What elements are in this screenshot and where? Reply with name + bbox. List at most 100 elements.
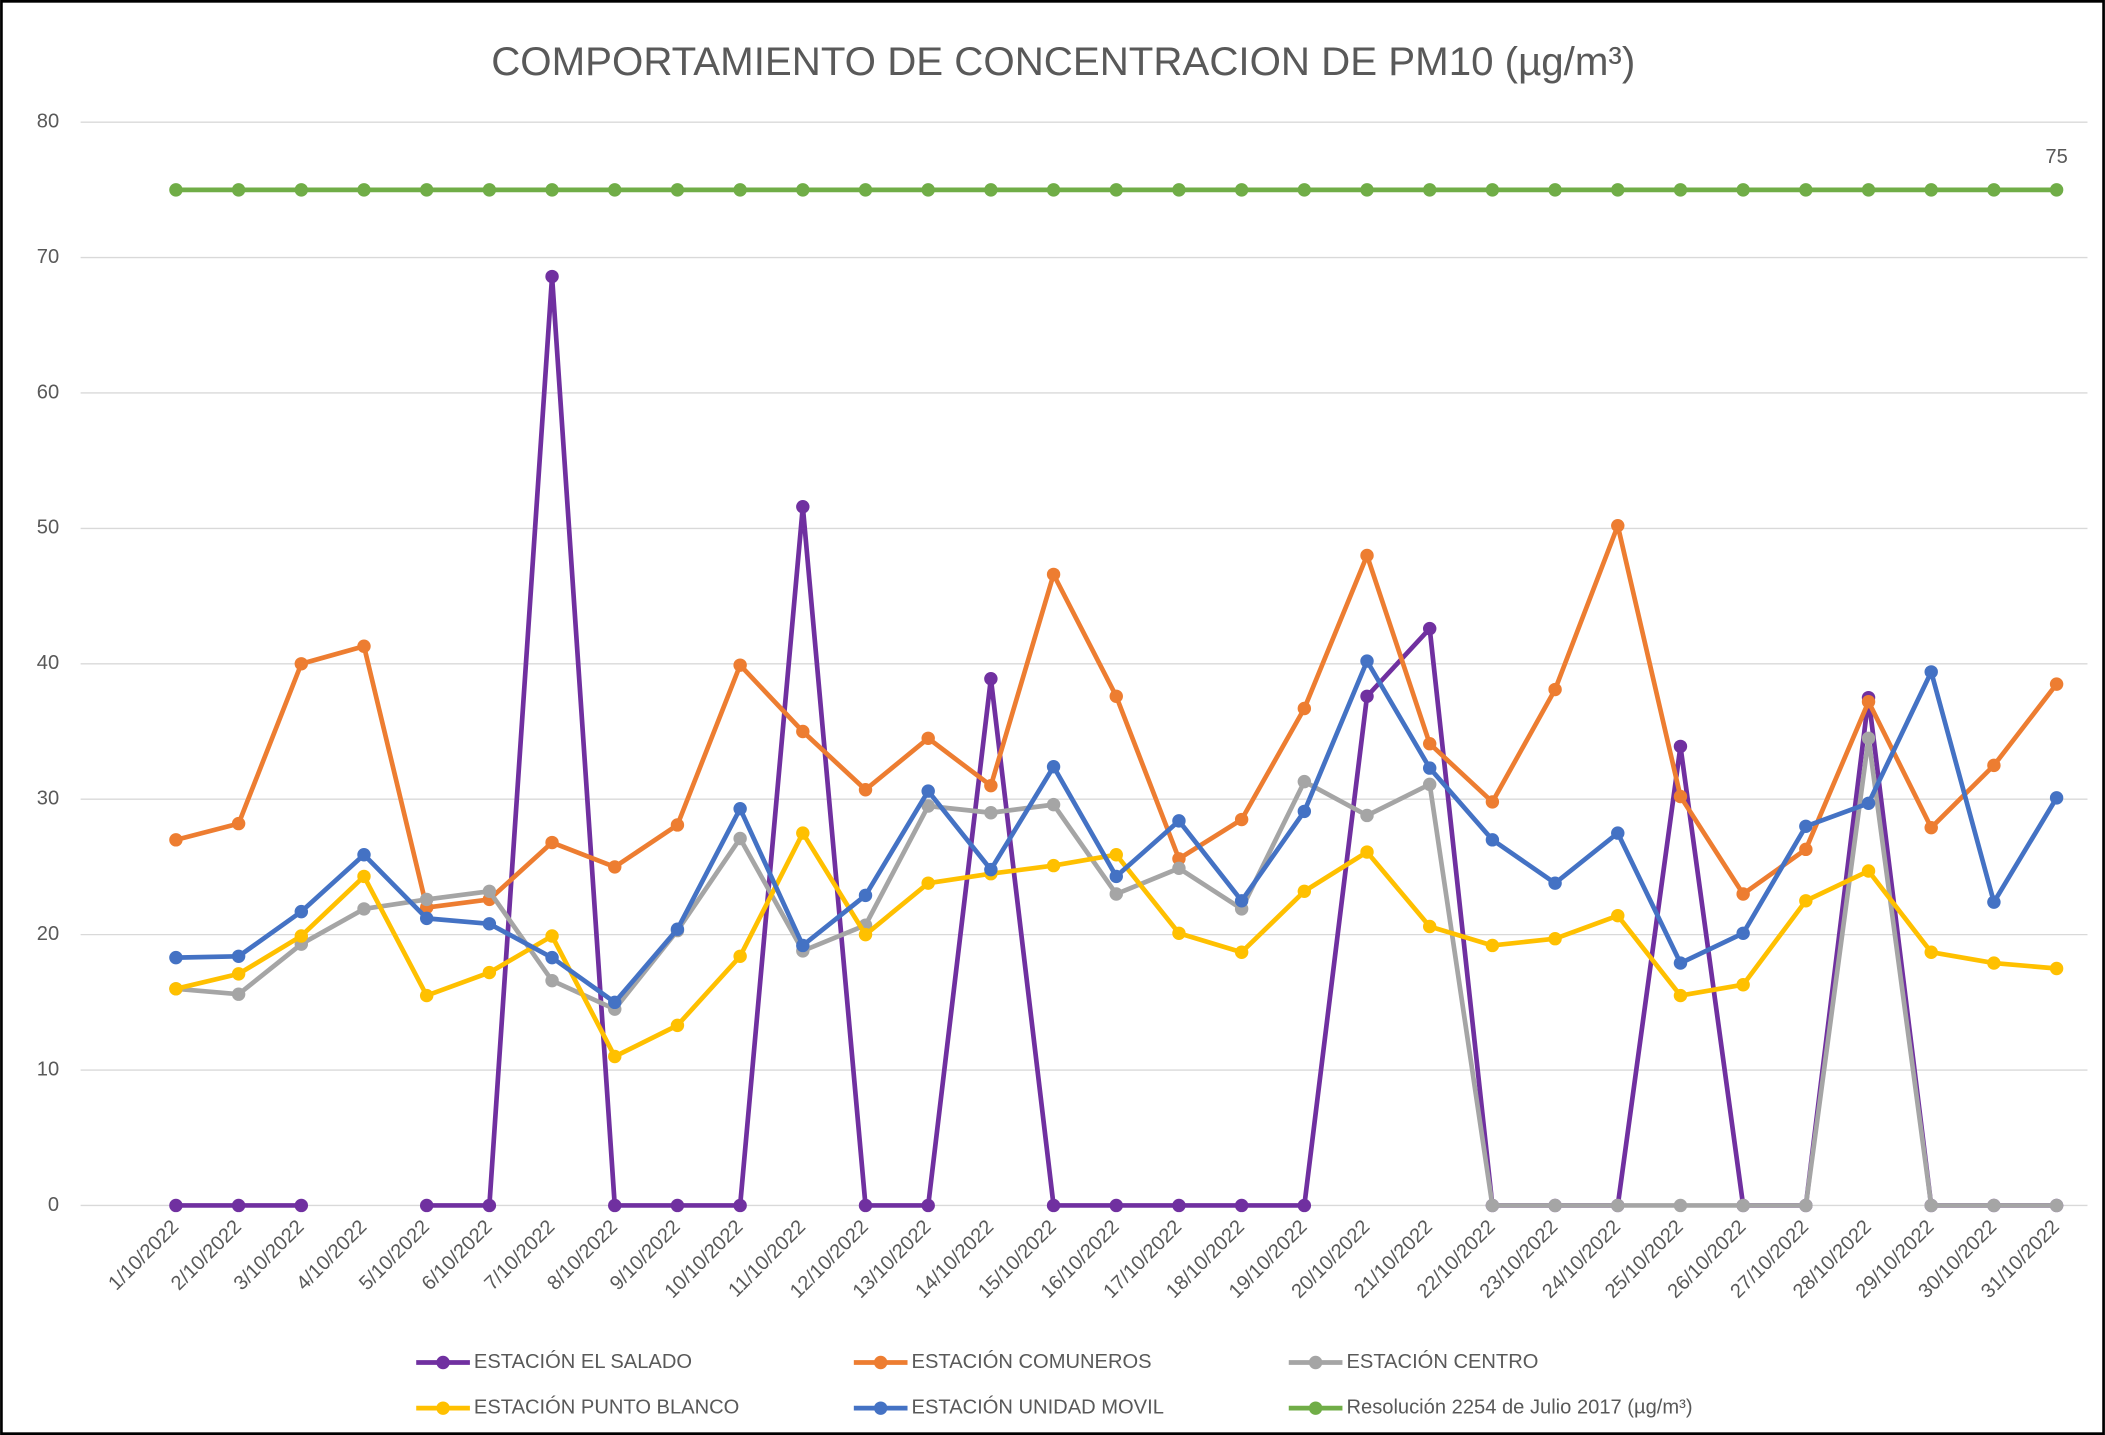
series-marker <box>1422 736 1437 751</box>
series-marker <box>1799 819 1813 834</box>
series-marker <box>921 183 935 197</box>
series-marker <box>482 965 497 980</box>
series-marker <box>419 988 434 1003</box>
series-marker <box>984 862 998 877</box>
series-marker <box>796 826 810 840</box>
series-marker <box>733 183 747 197</box>
series-marker <box>357 183 371 197</box>
series-marker <box>2049 791 2064 805</box>
series-marker <box>1673 183 1688 197</box>
data-label: 75 <box>2045 146 2067 168</box>
series-marker <box>984 806 998 820</box>
series-marker <box>1611 908 1625 923</box>
y-tick-label: 10 <box>37 1058 59 1080</box>
series-marker <box>1987 956 2001 970</box>
y-tick-label: 30 <box>37 788 59 810</box>
series-marker <box>1485 938 1500 953</box>
series-marker <box>1360 689 1374 704</box>
series-marker <box>921 784 935 798</box>
series-marker <box>2049 677 2064 691</box>
series-marker <box>1861 731 1876 745</box>
series-marker <box>2049 183 2064 197</box>
series-marker <box>608 1198 622 1213</box>
series-marker <box>670 1198 685 1213</box>
series-marker <box>1924 665 1938 679</box>
series-marker <box>1046 760 1061 774</box>
series-marker <box>1046 567 1061 582</box>
legend-label: ESTACIÓN PUNTO BLANCO <box>474 1395 739 1418</box>
series-marker <box>1548 682 1562 697</box>
series-marker <box>1611 183 1625 197</box>
series-marker <box>858 888 873 903</box>
series-marker <box>796 724 810 739</box>
series-marker <box>419 183 434 197</box>
series-marker <box>231 816 246 831</box>
series-marker <box>357 902 371 916</box>
series-marker <box>545 929 559 943</box>
series-marker <box>1297 1198 1312 1213</box>
series-marker <box>1234 945 1249 959</box>
series-marker <box>1172 861 1186 875</box>
y-tick-label: 60 <box>37 381 59 403</box>
series-marker <box>1297 774 1312 789</box>
series-marker <box>1046 183 1061 197</box>
series-marker <box>1485 795 1500 809</box>
legend-label: ESTACIÓN CENTRO <box>1346 1350 1538 1373</box>
series-marker <box>1987 758 2001 773</box>
legend-marker <box>436 1355 450 1370</box>
series-marker <box>545 950 559 965</box>
series-marker <box>1736 926 1750 940</box>
series-marker <box>608 1049 622 1064</box>
series-marker <box>482 917 497 931</box>
series-marker <box>1234 894 1249 908</box>
series-marker <box>1987 895 2001 909</box>
series-marker <box>1109 887 1123 901</box>
series-marker <box>1172 852 1186 866</box>
series-marker <box>733 658 747 672</box>
series-marker <box>1673 739 1688 754</box>
y-tick-label: 80 <box>37 110 59 132</box>
series-marker <box>1360 183 1374 197</box>
legend-label: Resolución 2254 de Julio 2017 (µg/m³) <box>1346 1396 1692 1418</box>
series-marker <box>608 183 622 197</box>
series-marker <box>545 269 559 284</box>
series-marker <box>796 500 810 514</box>
series-marker <box>1046 1198 1061 1213</box>
series-marker <box>1924 1198 1938 1213</box>
series-marker <box>357 639 371 653</box>
series-marker <box>1861 796 1876 810</box>
series-marker <box>419 892 434 907</box>
series-marker <box>921 799 935 813</box>
series-marker <box>608 860 622 874</box>
y-tick-label: 40 <box>37 652 59 674</box>
series-marker <box>1799 894 1813 908</box>
series-marker <box>545 183 559 197</box>
series-marker <box>1297 884 1312 899</box>
series-marker <box>1172 1198 1186 1213</box>
series-marker <box>482 884 497 899</box>
series-marker <box>1297 701 1312 716</box>
series-marker <box>670 922 685 936</box>
series-marker <box>1109 869 1123 884</box>
series-marker <box>1924 820 1938 835</box>
series-marker <box>1861 864 1876 878</box>
series-marker <box>1422 777 1437 792</box>
series-marker <box>169 950 183 965</box>
series-marker <box>858 183 873 197</box>
series-marker <box>294 183 309 197</box>
series-marker <box>1736 887 1750 901</box>
series-marker <box>1485 1198 1500 1213</box>
series-marker <box>858 783 873 797</box>
series-marker <box>921 731 935 745</box>
series-marker <box>1673 956 1688 970</box>
legend-label: ESTACIÓN UNIDAD MOVIL <box>912 1395 1164 1418</box>
series-marker <box>1924 183 1938 197</box>
series-marker <box>1172 183 1186 197</box>
series-marker <box>169 1198 183 1213</box>
series-marker <box>1422 621 1437 636</box>
y-tick-label: 20 <box>37 923 59 945</box>
legend-marker <box>873 1355 888 1370</box>
series-marker <box>1046 797 1061 812</box>
series-marker <box>1485 833 1500 847</box>
series-marker <box>733 831 747 846</box>
